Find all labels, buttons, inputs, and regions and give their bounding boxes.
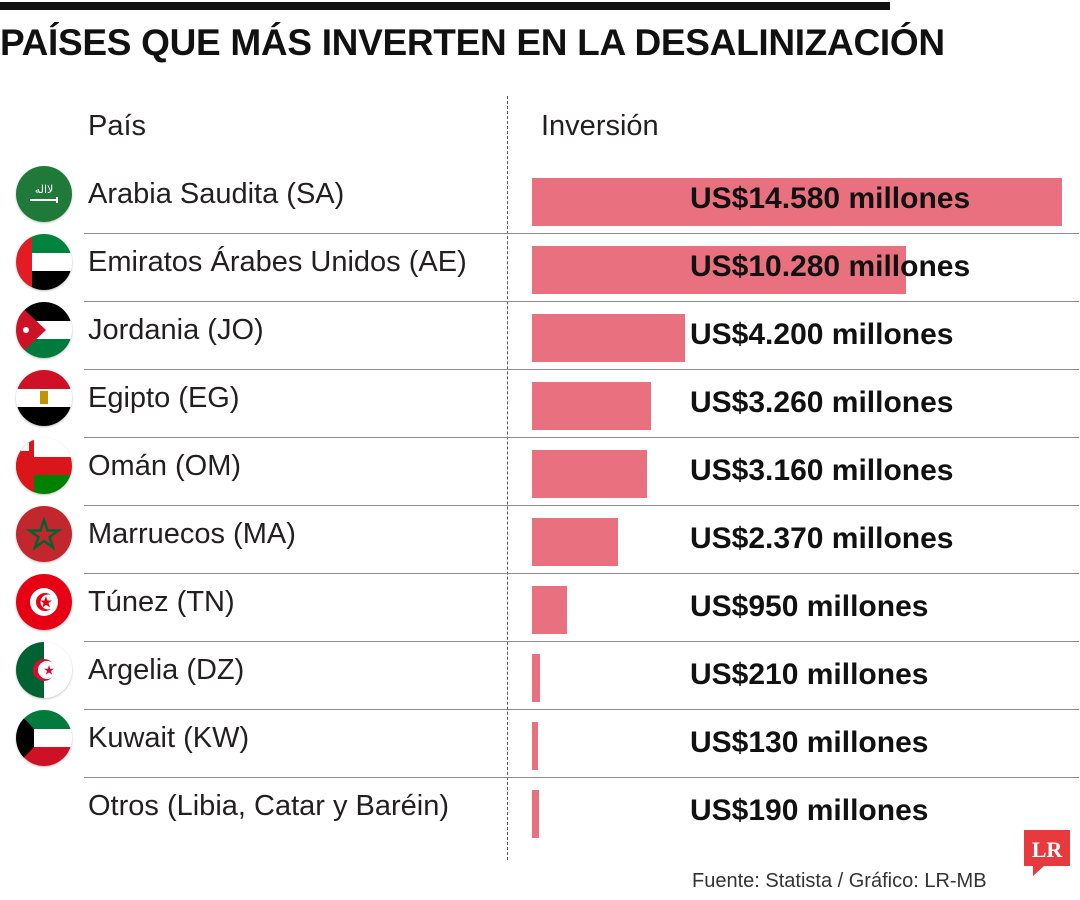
row-separator [84,641,1079,642]
value-label: US$3.160 millones [690,454,954,487]
bar [532,790,539,838]
value-label: US$190 millones [690,794,929,827]
country-label: Kuwait (KW) [88,722,250,754]
chart-row: Marruecos (MA) US$2.370 millones [0,506,1080,574]
om-flag-icon [16,438,72,494]
row-separator [84,505,1079,506]
chart-row: Emiratos Árabes Unidos (AE) US$10.280 mil… [0,234,1080,302]
row-separator [84,709,1079,710]
chart-row: ﻻﺍﻟﻪ Arabia Saudita (SA) US$14.580 millone… [0,166,1080,234]
value-label: US$14.580 millones [690,182,971,215]
row-separator [84,369,1079,370]
row-separator [84,777,1079,778]
row-separator [84,437,1079,438]
country-label: Arabia Saudita (SA) [88,178,345,210]
top-rule [0,2,890,10]
ae-flag-icon [16,234,72,290]
value-label: US$2.370 millones [690,522,954,555]
country-label: Jordania (JO) [88,314,264,346]
lr-logo-icon: LR [1024,830,1070,876]
chart-row: Argelia (DZ) US$210 millones [0,642,1080,710]
bar [532,722,538,770]
value-label: US$210 millones [690,658,929,691]
ma-flag-icon [16,506,72,562]
tn-flag-icon [16,574,72,630]
chart-row: Jordania (JO) US$4.200 millones [0,302,1080,370]
source-note: Fuente: Statista / Gráfico: LR-MB [692,870,987,892]
country-label: Túnez (TN) [88,586,235,618]
sa-flag-icon: ﻻﺍﻟﻪ [16,166,72,222]
jo-flag-icon [16,302,72,358]
row-separator [84,233,1079,234]
country-column-header: País [88,110,147,142]
bar [532,586,567,634]
country-label: Emiratos Árabes Unidos (AE) [88,246,467,278]
kw-flag-icon [16,710,72,766]
bar [532,450,647,498]
value-label: US$4.200 millones [690,318,954,351]
value-label: US$10.280 millones [690,250,971,283]
chart-row: Kuwait (KW) US$130 millones [0,710,1080,778]
bar [532,654,540,702]
chart-row: Otros (Libia, Catar y Baréin) US$190 mill… [0,778,1080,846]
value-label: US$950 millones [690,590,929,623]
chart-row: Túnez (TN) US$950 millones [0,574,1080,642]
country-label: Omán (OM) [88,450,242,482]
column-divider [507,96,508,860]
logo-text: LR [1032,837,1064,862]
bar [532,314,685,362]
bar [532,382,651,430]
eg-flag-icon [16,370,72,426]
chart-row: Omán (OM) US$3.160 millones [0,438,1080,506]
row-separator [84,573,1079,574]
value-label: US$3.260 millones [690,386,954,419]
bar [532,246,906,294]
bar [532,518,618,566]
country-label: Marruecos (MA) [88,518,296,550]
svg-text:ﻻﺍﻟﻪ: ﻻﺍﻟﻪ [35,183,54,196]
value-label: US$130 millones [690,726,929,759]
chart-title: PAÍSES QUE MÁS INVERTEN EN LA DESALINIZA… [0,22,945,63]
country-label: Argelia (DZ) [88,654,245,686]
country-label: Otros (Libia, Catar y Baréin) [88,790,450,822]
country-label: Egipto (EG) [88,382,240,414]
chart-row: Egipto (EG) US$3.260 millones [0,370,1080,438]
bar [532,178,1062,226]
value-column-header: Inversión [541,110,659,142]
row-separator [84,301,1079,302]
dz-flag-icon [16,642,72,698]
